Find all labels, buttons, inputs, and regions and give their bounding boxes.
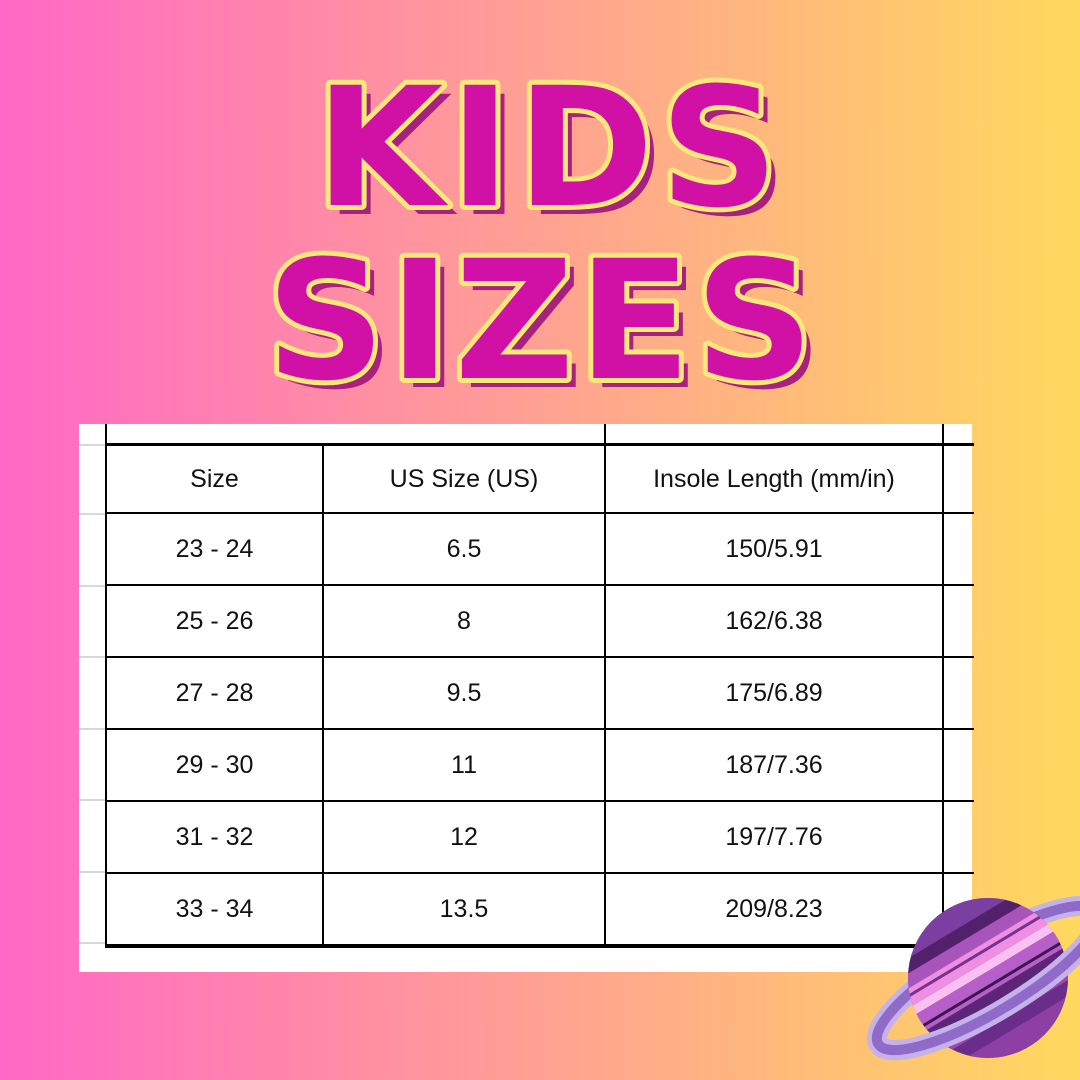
gutter-gridline: [79, 799, 105, 801]
size-cell: 27 - 28: [105, 656, 324, 730]
gutter-gridline: [79, 942, 105, 944]
table-header-row: Size US Size (US) Insole Length (mm/in): [105, 443, 974, 514]
partial-column-cell: [942, 584, 974, 658]
title-line1: KIDS: [315, 52, 784, 244]
gutter-gridline: [79, 656, 105, 658]
us-size-cell: 11: [322, 728, 606, 802]
insole-length-cell: 209/8.23: [604, 872, 944, 948]
empty-cell: [105, 424, 606, 446]
gutter-gridline: [79, 444, 105, 446]
table-row: 25 - 26 8 162/6.38: [105, 584, 974, 658]
partial-column-cell: [942, 800, 974, 874]
us-size-cell: 12: [322, 800, 606, 874]
size-cell: 31 - 32: [105, 800, 324, 874]
insole-length-cell: 175/6.89: [604, 656, 944, 730]
table-row: 33 - 34 13.5 209/8.23: [105, 872, 974, 948]
insole-length-cell: 197/7.76: [604, 800, 944, 874]
column-header-insole-length: Insole Length (mm/in): [604, 443, 944, 514]
size-cell: 29 - 30: [105, 728, 324, 802]
partial-column-cell: [942, 443, 974, 514]
title-line1-shadow: KIDS: [324, 61, 793, 253]
partial-column-cell: [942, 512, 974, 586]
page-title: KIDS KIDS SIZES SIZES: [261, 47, 826, 420]
gutter-gridline: [79, 513, 105, 515]
partial-column-cell: [942, 656, 974, 730]
us-size-cell: 6.5: [322, 512, 606, 586]
column-header-size: Size: [105, 443, 324, 514]
us-size-cell: 13.5: [322, 872, 606, 948]
gutter-gridline: [79, 728, 105, 730]
size-cell: 25 - 26: [105, 584, 324, 658]
partial-column-cell: [942, 728, 974, 802]
column-header-us-size: US Size (US): [322, 443, 606, 514]
size-cell: 23 - 24: [105, 512, 324, 586]
kids-size-table: Size US Size (US) Insole Length (mm/in) …: [105, 424, 974, 948]
gutter-gridline: [79, 585, 105, 587]
size-cell: 33 - 34: [105, 872, 324, 948]
insole-length-cell: 150/5.91: [604, 512, 944, 586]
spreadsheet-partial-row: [105, 424, 974, 446]
table-row: 29 - 30 11 187/7.36: [105, 728, 974, 802]
table-row: 31 - 32 12 197/7.76: [105, 800, 974, 874]
saturn-planet-icon: [866, 895, 1080, 1061]
insole-length-cell: 187/7.36: [604, 728, 944, 802]
us-size-cell: 9.5: [322, 656, 606, 730]
gutter-gridline: [79, 871, 105, 873]
us-size-cell: 8: [322, 584, 606, 658]
empty-cell: [942, 424, 974, 446]
table-row: 27 - 28 9.5 175/6.89: [105, 656, 974, 730]
title-line2: SIZES: [266, 225, 817, 417]
title-line2-shadow: SIZES: [275, 234, 826, 420]
insole-length-cell: 162/6.38: [604, 584, 944, 658]
empty-cell: [604, 424, 944, 446]
table-row: 23 - 24 6.5 150/5.91: [105, 512, 974, 586]
size-chart-card: Size US Size (US) Insole Length (mm/in) …: [79, 424, 974, 972]
